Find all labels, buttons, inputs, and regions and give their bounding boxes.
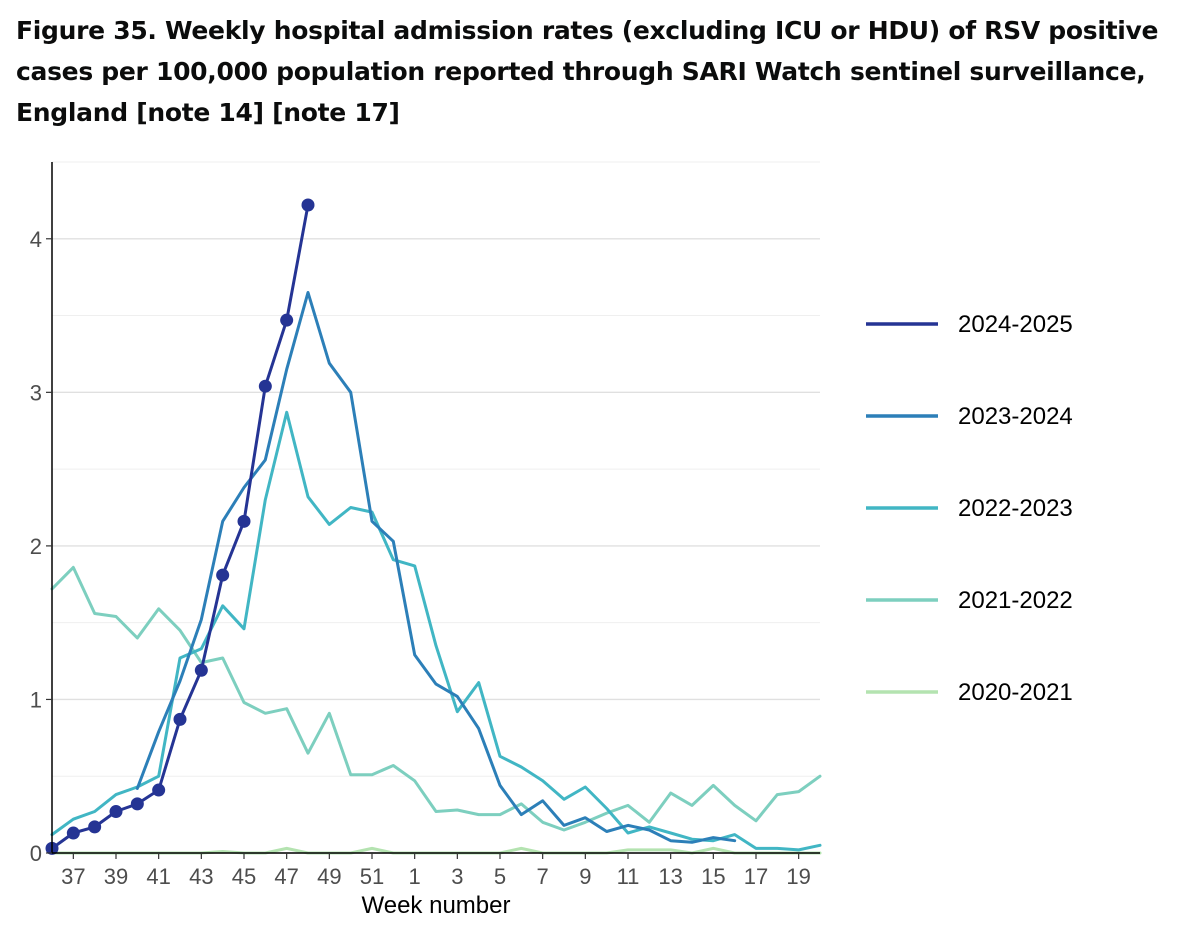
data-point-2024-2025: [109, 805, 123, 819]
series-markers: [45, 198, 315, 855]
gridlines: [52, 161, 820, 854]
data-point-2024-2025: [66, 826, 80, 840]
series-line-2024-2025: [50, 203, 310, 850]
data-point-2024-2025: [237, 514, 251, 528]
x-tick-label: 45: [232, 864, 256, 889]
x-tick-label: 43: [189, 864, 213, 889]
legend-label: 2024-2025: [958, 311, 1073, 338]
x-tick-label: 9: [579, 864, 591, 889]
x-tick-label: 49: [317, 864, 341, 889]
x-tick-label: 41: [146, 864, 170, 889]
y-axis-ticks: 0 1 2 3 4: [30, 227, 52, 866]
data-point-2024-2025: [130, 797, 144, 811]
x-tick-label: 37: [61, 864, 85, 889]
series-lines: [50, 203, 822, 855]
x-tick-label: 3: [451, 864, 463, 889]
data-point-2024-2025: [216, 568, 230, 582]
x-tick-label: 5: [494, 864, 506, 889]
data-point-2024-2025: [258, 379, 272, 393]
series-line-2023-2024: [135, 291, 737, 844]
data-point-2024-2025: [280, 313, 294, 327]
x-axis-ticks: 37 39 41 43 45 47 49 51 1 3 5 7 9 11 13 15 17 19: [61, 853, 811, 889]
data-point-2024-2025: [152, 783, 166, 797]
y-tick-label: 4: [30, 227, 42, 252]
x-tick-label: 19: [786, 864, 810, 889]
x-tick-label: 17: [744, 864, 768, 889]
legend-label: 2022-2023: [958, 495, 1073, 522]
legend-label: 2021-2022: [958, 587, 1073, 614]
figure-title: Figure 35. Weekly hospital admission rat…: [16, 16, 1159, 127]
data-point-2024-2025: [173, 712, 187, 726]
legend: 2024-2025 2023-2024 2022-2023 2021-2022 2020…: [866, 311, 1073, 706]
data-point-2024-2025: [88, 820, 102, 834]
axes: [51, 162, 820, 854]
x-tick-label: 51: [360, 864, 384, 889]
series-line-2022-2023: [50, 410, 822, 852]
x-tick-label: 13: [658, 864, 682, 889]
x-tick-label: 39: [104, 864, 128, 889]
x-tick-label: 11: [617, 864, 640, 889]
y-tick-label: 1: [30, 687, 42, 712]
x-tick-label: 15: [701, 864, 725, 889]
series-line-2021-2022: [50, 565, 822, 832]
x-tick-label: 7: [537, 864, 549, 889]
data-point-2024-2025: [301, 198, 315, 212]
legend-label: 2020-2021: [958, 679, 1073, 706]
legend-label: 2023-2024: [958, 403, 1073, 430]
x-tick-label: 1: [409, 864, 421, 889]
x-axis-title: Week number: [362, 892, 511, 919]
y-tick-label: 3: [30, 380, 42, 405]
data-point-2024-2025: [194, 663, 208, 677]
x-tick-label: 47: [274, 864, 298, 889]
y-tick-label: 2: [30, 534, 42, 559]
y-tick-label: 0: [30, 841, 42, 866]
